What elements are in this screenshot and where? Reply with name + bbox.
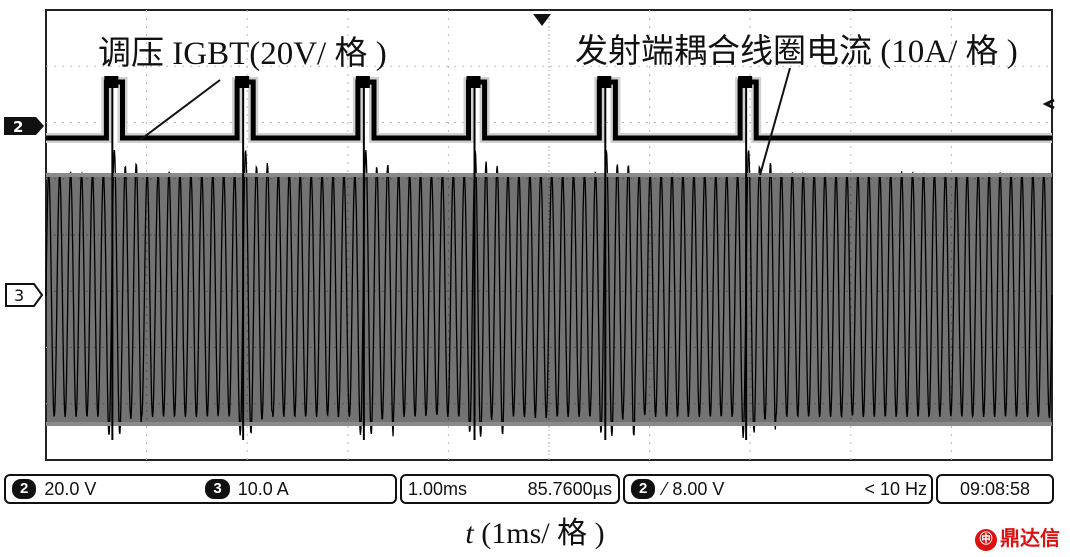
x-axis-unit: (1ms/ 格 ) <box>474 517 605 550</box>
delay-value: 85.7600µs <box>528 479 612 500</box>
x-axis-symbol: t <box>465 517 473 550</box>
status-channel-scales: 2 20.0 V 3 10.0 A <box>4 474 397 504</box>
ch2-ground-marker: 2 <box>4 117 44 136</box>
clock-time: 09:08:58 <box>960 479 1030 500</box>
status-timebase: 1.00ms 85.7600µs <box>400 474 620 504</box>
trigger-slope-icon: ⁄ <box>663 479 666 500</box>
status-trigger: 2 ⁄ 8.00 V < 10 Hz <box>623 474 933 504</box>
timebase-value: 1.00ms <box>408 479 467 500</box>
trigger-level: 8.00 V <box>672 479 782 500</box>
ch3-badge: 3 <box>205 479 229 499</box>
annotation-igbt: 调压 IGBT(20V/ 格 ) <box>98 26 387 74</box>
ch3-marker-label: 3 <box>14 286 24 305</box>
ch2-badge: 2 <box>12 479 36 499</box>
ch3-ground-marker: 3 <box>6 284 42 306</box>
status-clock: 09:08:58 <box>936 474 1054 504</box>
ch2-scale: 20.0 V <box>44 479 199 500</box>
logo-mark: ㊥ <box>975 529 997 551</box>
ch3-current-trace <box>46 150 1052 438</box>
logo-text: 鼎达信 <box>1000 526 1060 550</box>
x-axis-label: t (1ms/ 格 ) <box>0 508 1070 552</box>
trigger-frequency: < 10 Hz <box>864 479 927 500</box>
ch2-marker-label: 2 <box>13 118 23 136</box>
trigger-source-badge: 2 <box>631 479 655 499</box>
annotation-coil-current: 发射端耦合线圈电流 (10A/ 格 ) <box>575 24 1018 72</box>
watermark-logo: ㊥鼎达信 <box>975 522 1060 551</box>
ch3-scale: 10.0 A <box>238 479 289 500</box>
